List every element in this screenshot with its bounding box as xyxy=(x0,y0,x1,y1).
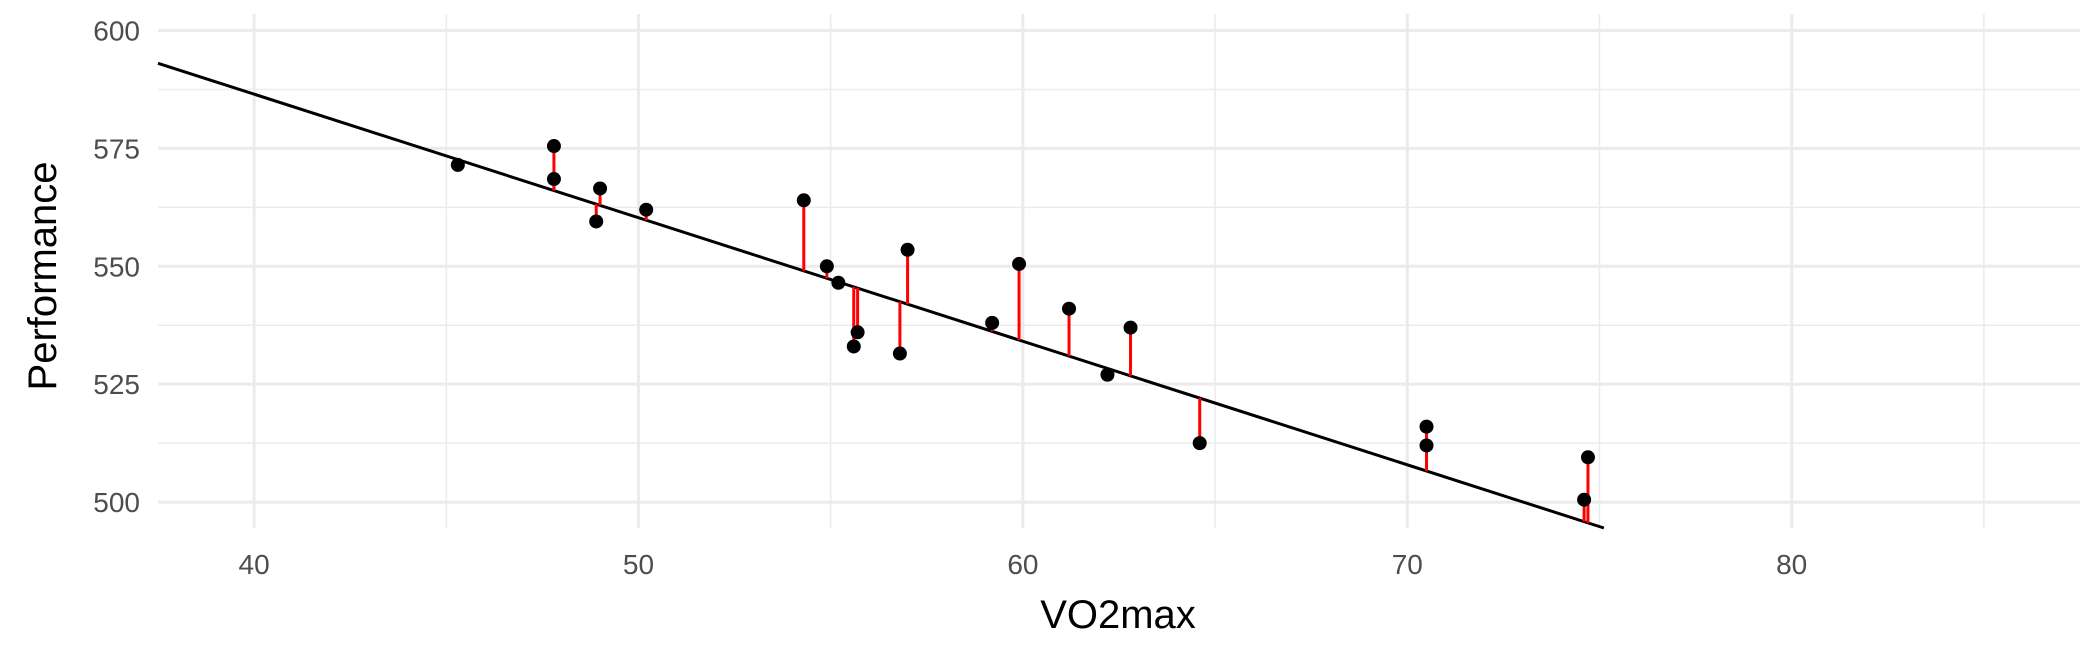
data-points xyxy=(450,139,1595,507)
grid-minor xyxy=(158,14,2080,528)
data-point xyxy=(819,259,834,274)
y-axis-title: Performance xyxy=(21,162,65,391)
grid-major xyxy=(158,14,2080,528)
regression-line-group xyxy=(157,61,1605,530)
data-point xyxy=(1100,367,1115,382)
data-point xyxy=(892,346,907,361)
data-point xyxy=(593,181,608,196)
regression-line xyxy=(157,61,1605,530)
data-point xyxy=(846,339,861,354)
data-point xyxy=(831,275,846,290)
data-point xyxy=(985,315,1000,330)
y-tick-label: 525 xyxy=(93,369,140,400)
y-tick-label: 500 xyxy=(93,487,140,518)
x-tick-label: 80 xyxy=(1776,549,1807,580)
data-point xyxy=(1123,320,1138,335)
data-point xyxy=(850,325,865,340)
data-point xyxy=(1192,436,1207,451)
data-point xyxy=(1419,419,1434,434)
data-point xyxy=(450,157,465,172)
x-axis-title: VO2max xyxy=(1040,593,1196,637)
x-tick-label: 70 xyxy=(1392,549,1423,580)
y-tick-label: 600 xyxy=(93,16,140,47)
y-tick-label: 575 xyxy=(93,133,140,164)
x-axis-ticks: 40 50 60 70 80 xyxy=(239,549,1808,580)
x-tick-label: 60 xyxy=(1007,549,1038,580)
data-point xyxy=(589,214,604,229)
data-point xyxy=(546,139,561,154)
data-point xyxy=(1419,438,1434,453)
x-tick-label: 50 xyxy=(623,549,654,580)
data-point xyxy=(900,242,915,257)
data-point xyxy=(639,202,654,217)
data-point xyxy=(546,172,561,187)
data-point xyxy=(1062,301,1077,316)
data-point xyxy=(1012,256,1027,271)
y-axis-ticks: 500 525 550 575 600 xyxy=(93,16,140,519)
data-point xyxy=(1580,450,1595,465)
x-tick-label: 40 xyxy=(239,549,270,580)
data-point xyxy=(1577,492,1592,507)
y-tick-label: 550 xyxy=(93,251,140,282)
data-point xyxy=(796,193,811,208)
